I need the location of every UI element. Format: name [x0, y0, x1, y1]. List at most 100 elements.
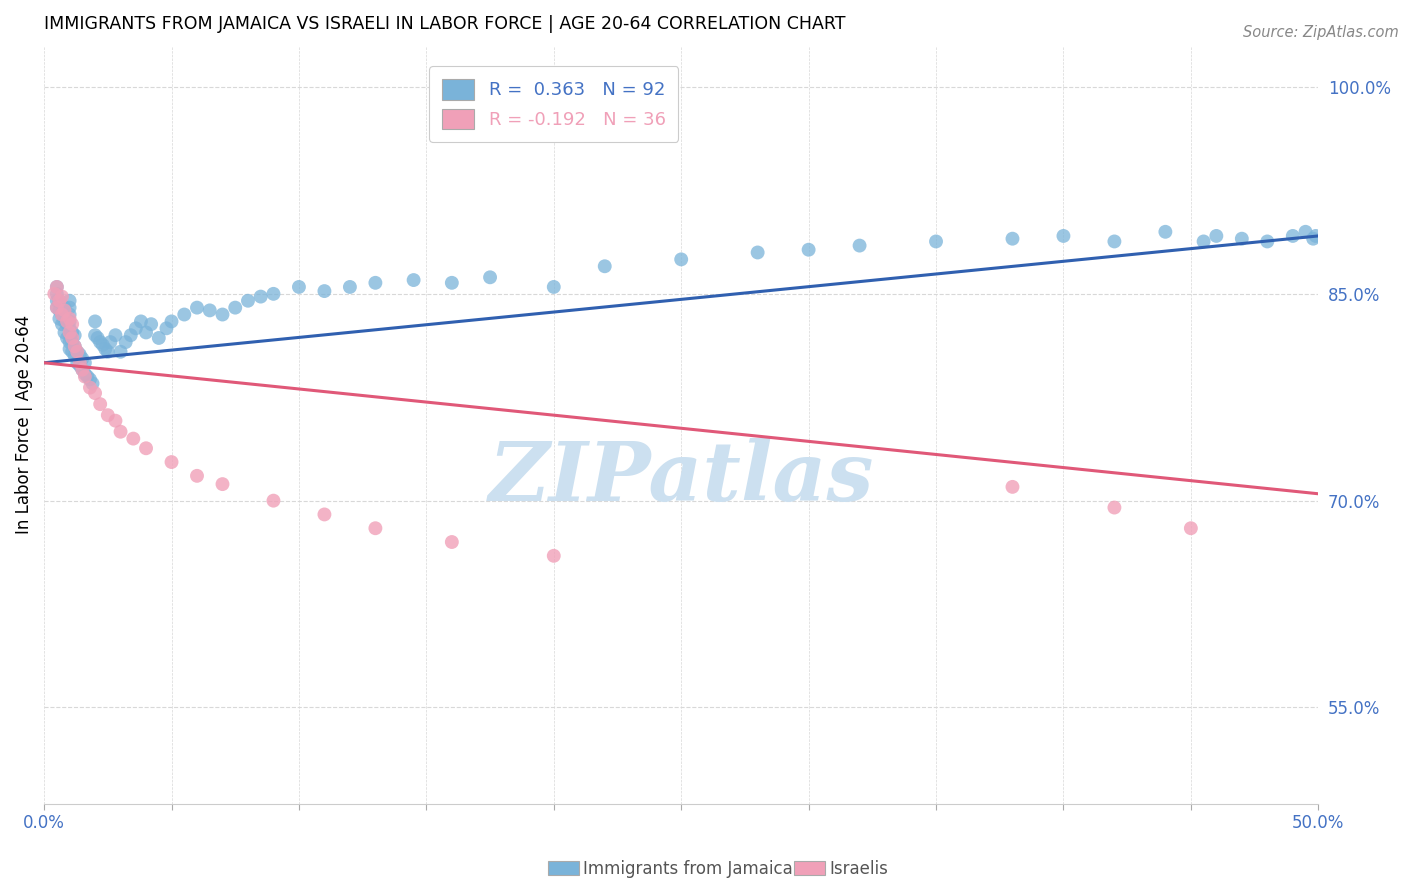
Point	[1281, 229, 1303, 244]
Point	[1205, 229, 1227, 244]
Point	[120, 328, 142, 343]
Point	[173, 308, 195, 322]
Point	[91, 338, 114, 352]
Text: Immigrants from Jamaica: Immigrants from Jamaica	[583, 860, 793, 878]
Point	[129, 314, 152, 328]
Point	[82, 376, 104, 391]
Point	[86, 331, 108, 345]
Point	[314, 508, 336, 522]
Point	[58, 326, 80, 340]
Point	[58, 335, 80, 350]
Point	[110, 425, 132, 439]
Point	[135, 326, 157, 340]
Point	[51, 308, 73, 322]
Point	[148, 331, 170, 345]
Point	[48, 293, 70, 308]
Point	[58, 308, 80, 322]
Point	[211, 308, 233, 322]
Point	[45, 293, 67, 308]
Point	[89, 335, 111, 350]
Point	[402, 273, 425, 287]
Point	[224, 301, 246, 315]
Legend: R =  0.363   N = 92, R = -0.192   N = 36: R = 0.363 N = 92, R = -0.192 N = 36	[429, 66, 678, 142]
Point	[364, 276, 387, 290]
Point	[198, 303, 221, 318]
Point	[848, 238, 870, 252]
Point	[211, 477, 233, 491]
Point	[1001, 232, 1024, 246]
Point	[186, 301, 208, 315]
Point	[45, 280, 67, 294]
Point	[63, 339, 86, 353]
Point	[669, 252, 692, 267]
Point	[63, 328, 86, 343]
Point	[1001, 480, 1024, 494]
Point	[84, 386, 107, 401]
Point	[1052, 229, 1074, 244]
Point	[543, 280, 565, 294]
Point	[58, 328, 80, 343]
Point	[79, 372, 101, 386]
Point	[1192, 235, 1215, 249]
Point	[84, 314, 107, 328]
Point	[135, 442, 157, 456]
Point	[288, 280, 311, 294]
Point	[56, 314, 79, 328]
Text: IMMIGRANTS FROM JAMAICA VS ISRAELI IN LABOR FORCE | AGE 20-64 CORRELATION CHART: IMMIGRANTS FROM JAMAICA VS ISRAELI IN LA…	[44, 15, 845, 33]
Point	[66, 356, 89, 370]
Text: Source: ZipAtlas.com: Source: ZipAtlas.com	[1243, 25, 1399, 40]
Point	[97, 408, 120, 422]
Point	[72, 351, 94, 366]
Point	[60, 331, 83, 345]
Point	[364, 521, 387, 535]
Point	[593, 260, 616, 274]
Point	[155, 321, 177, 335]
Point	[51, 308, 73, 322]
Point	[262, 493, 284, 508]
Point	[73, 367, 96, 381]
Point	[1295, 225, 1317, 239]
Point	[60, 344, 83, 359]
Text: ZIPatlas: ZIPatlas	[488, 438, 875, 518]
Point	[73, 356, 96, 370]
Point	[63, 349, 86, 363]
Y-axis label: In Labor Force | Age 20-64: In Labor Force | Age 20-64	[15, 315, 32, 534]
Point	[314, 284, 336, 298]
Point	[69, 356, 91, 370]
Point	[160, 455, 183, 469]
Point	[66, 344, 89, 359]
Point	[925, 235, 948, 249]
Point	[45, 301, 67, 315]
Point	[94, 342, 117, 356]
Point	[56, 317, 79, 331]
Point	[58, 314, 80, 328]
Point	[73, 369, 96, 384]
Point	[262, 286, 284, 301]
Point	[89, 397, 111, 411]
Point	[45, 280, 67, 294]
Point	[1302, 232, 1324, 246]
Point	[1104, 500, 1126, 515]
Point	[797, 243, 820, 257]
Point	[45, 286, 67, 301]
Point	[104, 414, 127, 428]
Point	[122, 432, 145, 446]
Point	[48, 303, 70, 318]
Point	[97, 344, 120, 359]
Point	[1154, 225, 1177, 239]
Point	[339, 280, 361, 294]
Point	[69, 359, 91, 373]
Point	[479, 270, 502, 285]
Point	[104, 328, 127, 343]
Point	[51, 290, 73, 304]
Point	[98, 335, 121, 350]
Point	[76, 369, 98, 384]
Point	[53, 303, 76, 318]
Point	[747, 245, 769, 260]
Point	[58, 311, 80, 326]
Point	[160, 314, 183, 328]
Point	[53, 314, 76, 328]
Point	[125, 321, 148, 335]
Point	[72, 362, 94, 376]
Point	[44, 286, 66, 301]
